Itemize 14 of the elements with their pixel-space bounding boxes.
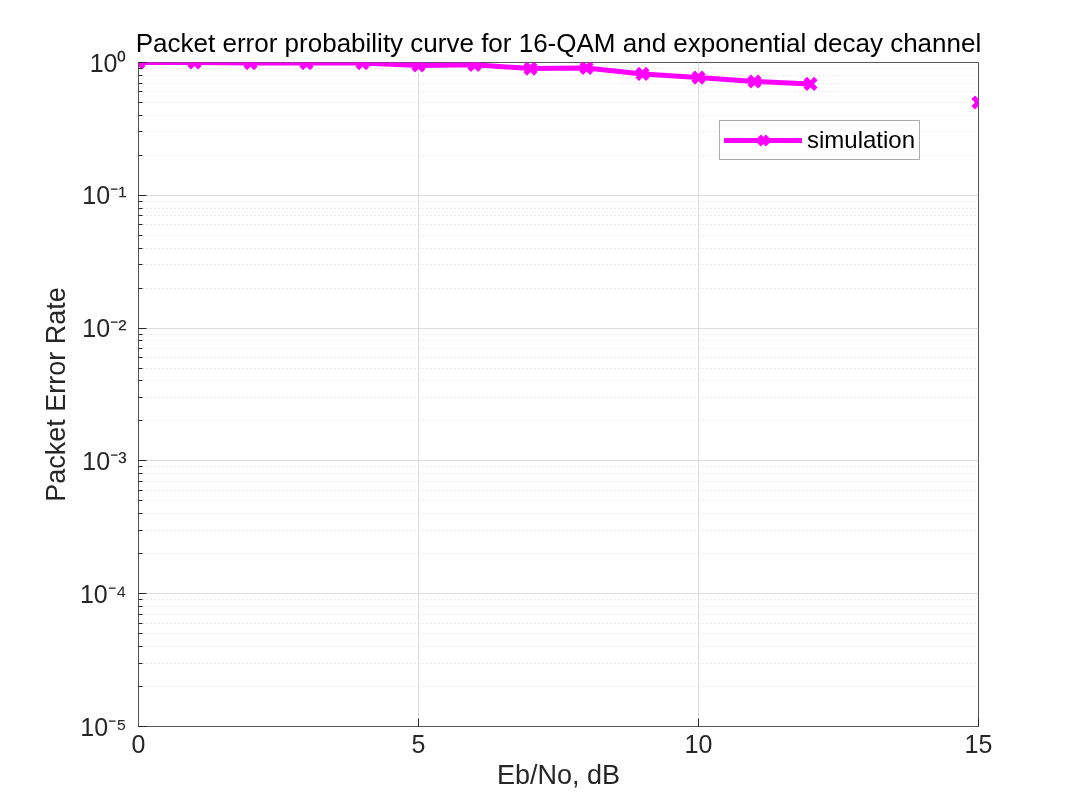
legend-label: simulation <box>806 126 915 154</box>
y-tick-label: 10⁻⁴ <box>79 579 127 608</box>
y-tick-label: 10⁻² <box>82 314 127 343</box>
x-tick-label: 15 <box>964 729 993 758</box>
x-tick-label: 0 <box>131 729 146 758</box>
x-tick-label: 10 <box>684 729 713 758</box>
y-tick-label: 10⁻¹ <box>82 181 127 210</box>
y-axis-title: Packet Error Rate <box>40 287 71 502</box>
x-axis-title: Eb/No, dB <box>496 759 621 790</box>
y-tick-label: 10⁻³ <box>82 446 127 475</box>
y-tick-label: 10⁰ <box>89 48 127 77</box>
y-tick-label: 10⁻⁵ <box>80 712 127 741</box>
x-tick-label: 5 <box>411 729 426 758</box>
chart-title: Packet error probability curve for 16-QAM and exponential decay channel <box>135 28 982 58</box>
